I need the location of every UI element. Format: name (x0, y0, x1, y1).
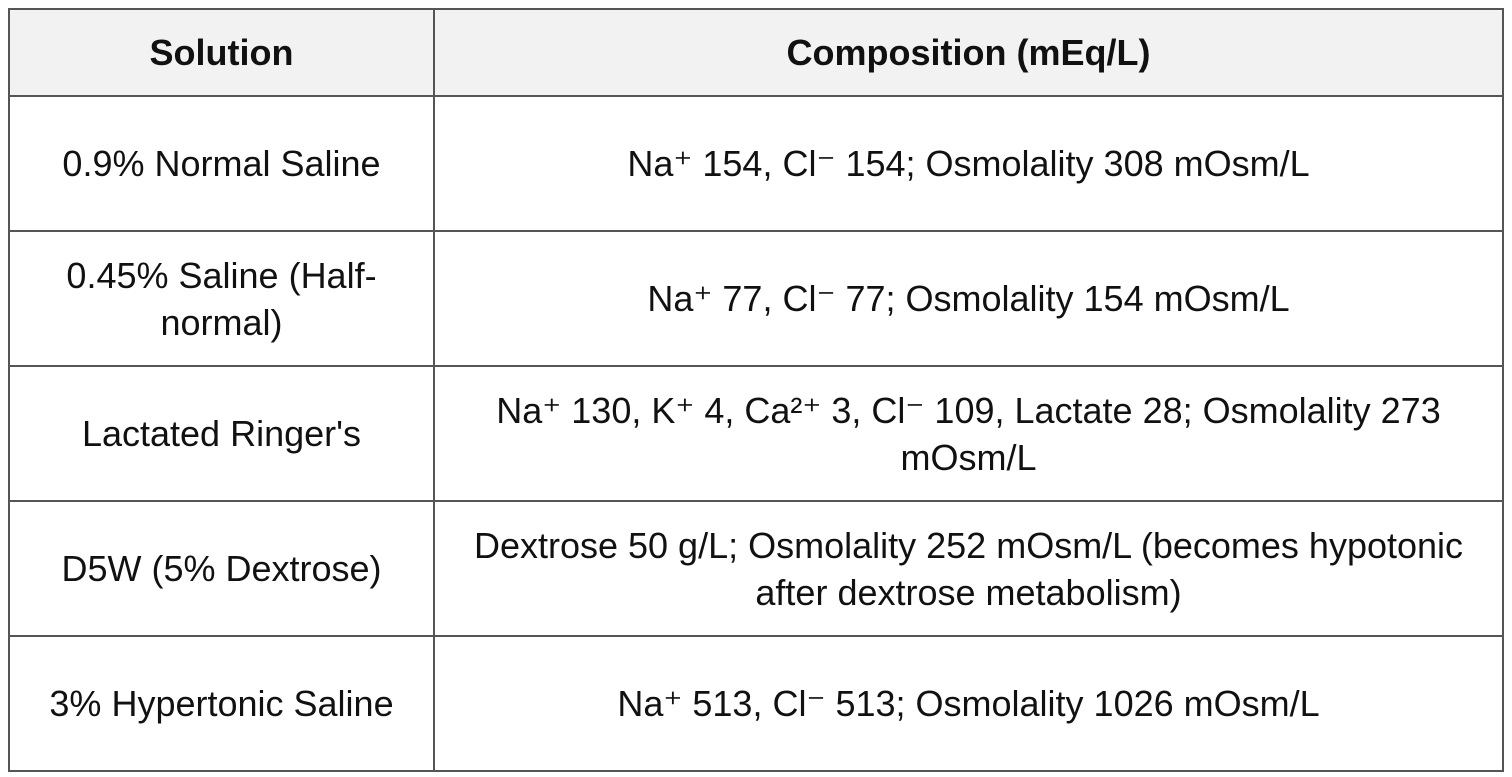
composition-cell: Na⁺ 513, Cl⁻ 513; Osmolality 1026 mOsm/L (433, 635, 1504, 772)
solution-cell: 0.9% Normal Saline (8, 95, 435, 232)
solution-cell: D5W (5% Dextrose) (8, 500, 435, 637)
table-row: D5W (5% Dextrose) Dextrose 50 g/L; Osmola… (8, 500, 1504, 637)
table-body: 0.9% Normal Saline Na⁺ 154, Cl⁻ 154; Osmo… (8, 95, 1504, 772)
header-row: Solution Composition (mEq/L) (8, 8, 1504, 97)
composition-cell: Na⁺ 77, Cl⁻ 77; Osmolality 154 mOsm/L (433, 230, 1504, 367)
composition-cell: Na⁺ 130, K⁺ 4, Ca²⁺ 3, Cl⁻ 109, Lactate … (433, 365, 1504, 502)
solution-cell: 3% Hypertonic Saline (8, 635, 435, 772)
composition-cell: Na⁺ 154, Cl⁻ 154; Osmolality 308 mOsm/L (433, 95, 1504, 232)
table-row: 3% Hypertonic Saline Na⁺ 513, Cl⁻ 513; Os… (8, 635, 1504, 772)
solution-cell: 0.45% Saline (Half-normal) (8, 230, 435, 367)
composition-cell: Dextrose 50 g/L; Osmolality 252 mOsm/L (… (433, 500, 1504, 637)
solution-cell: Lactated Ringer's (8, 365, 435, 502)
composition-table: Solution Composition (mEq/L) 0.9% Normal… (8, 8, 1504, 772)
header-cell: Composition (mEq/L) (433, 8, 1504, 97)
table-header: Solution Composition (mEq/L) (8, 8, 1504, 97)
header-cell: Solution (8, 8, 435, 97)
table-row: Lactated Ringer's Na⁺ 130, K⁺ 4, Ca²⁺ 3, … (8, 365, 1504, 502)
table-row: 0.9% Normal Saline Na⁺ 154, Cl⁻ 154; Osmo… (8, 95, 1504, 232)
table-row: 0.45% Saline (Half-normal) Na⁺ 77, Cl⁻ 77… (8, 230, 1504, 367)
